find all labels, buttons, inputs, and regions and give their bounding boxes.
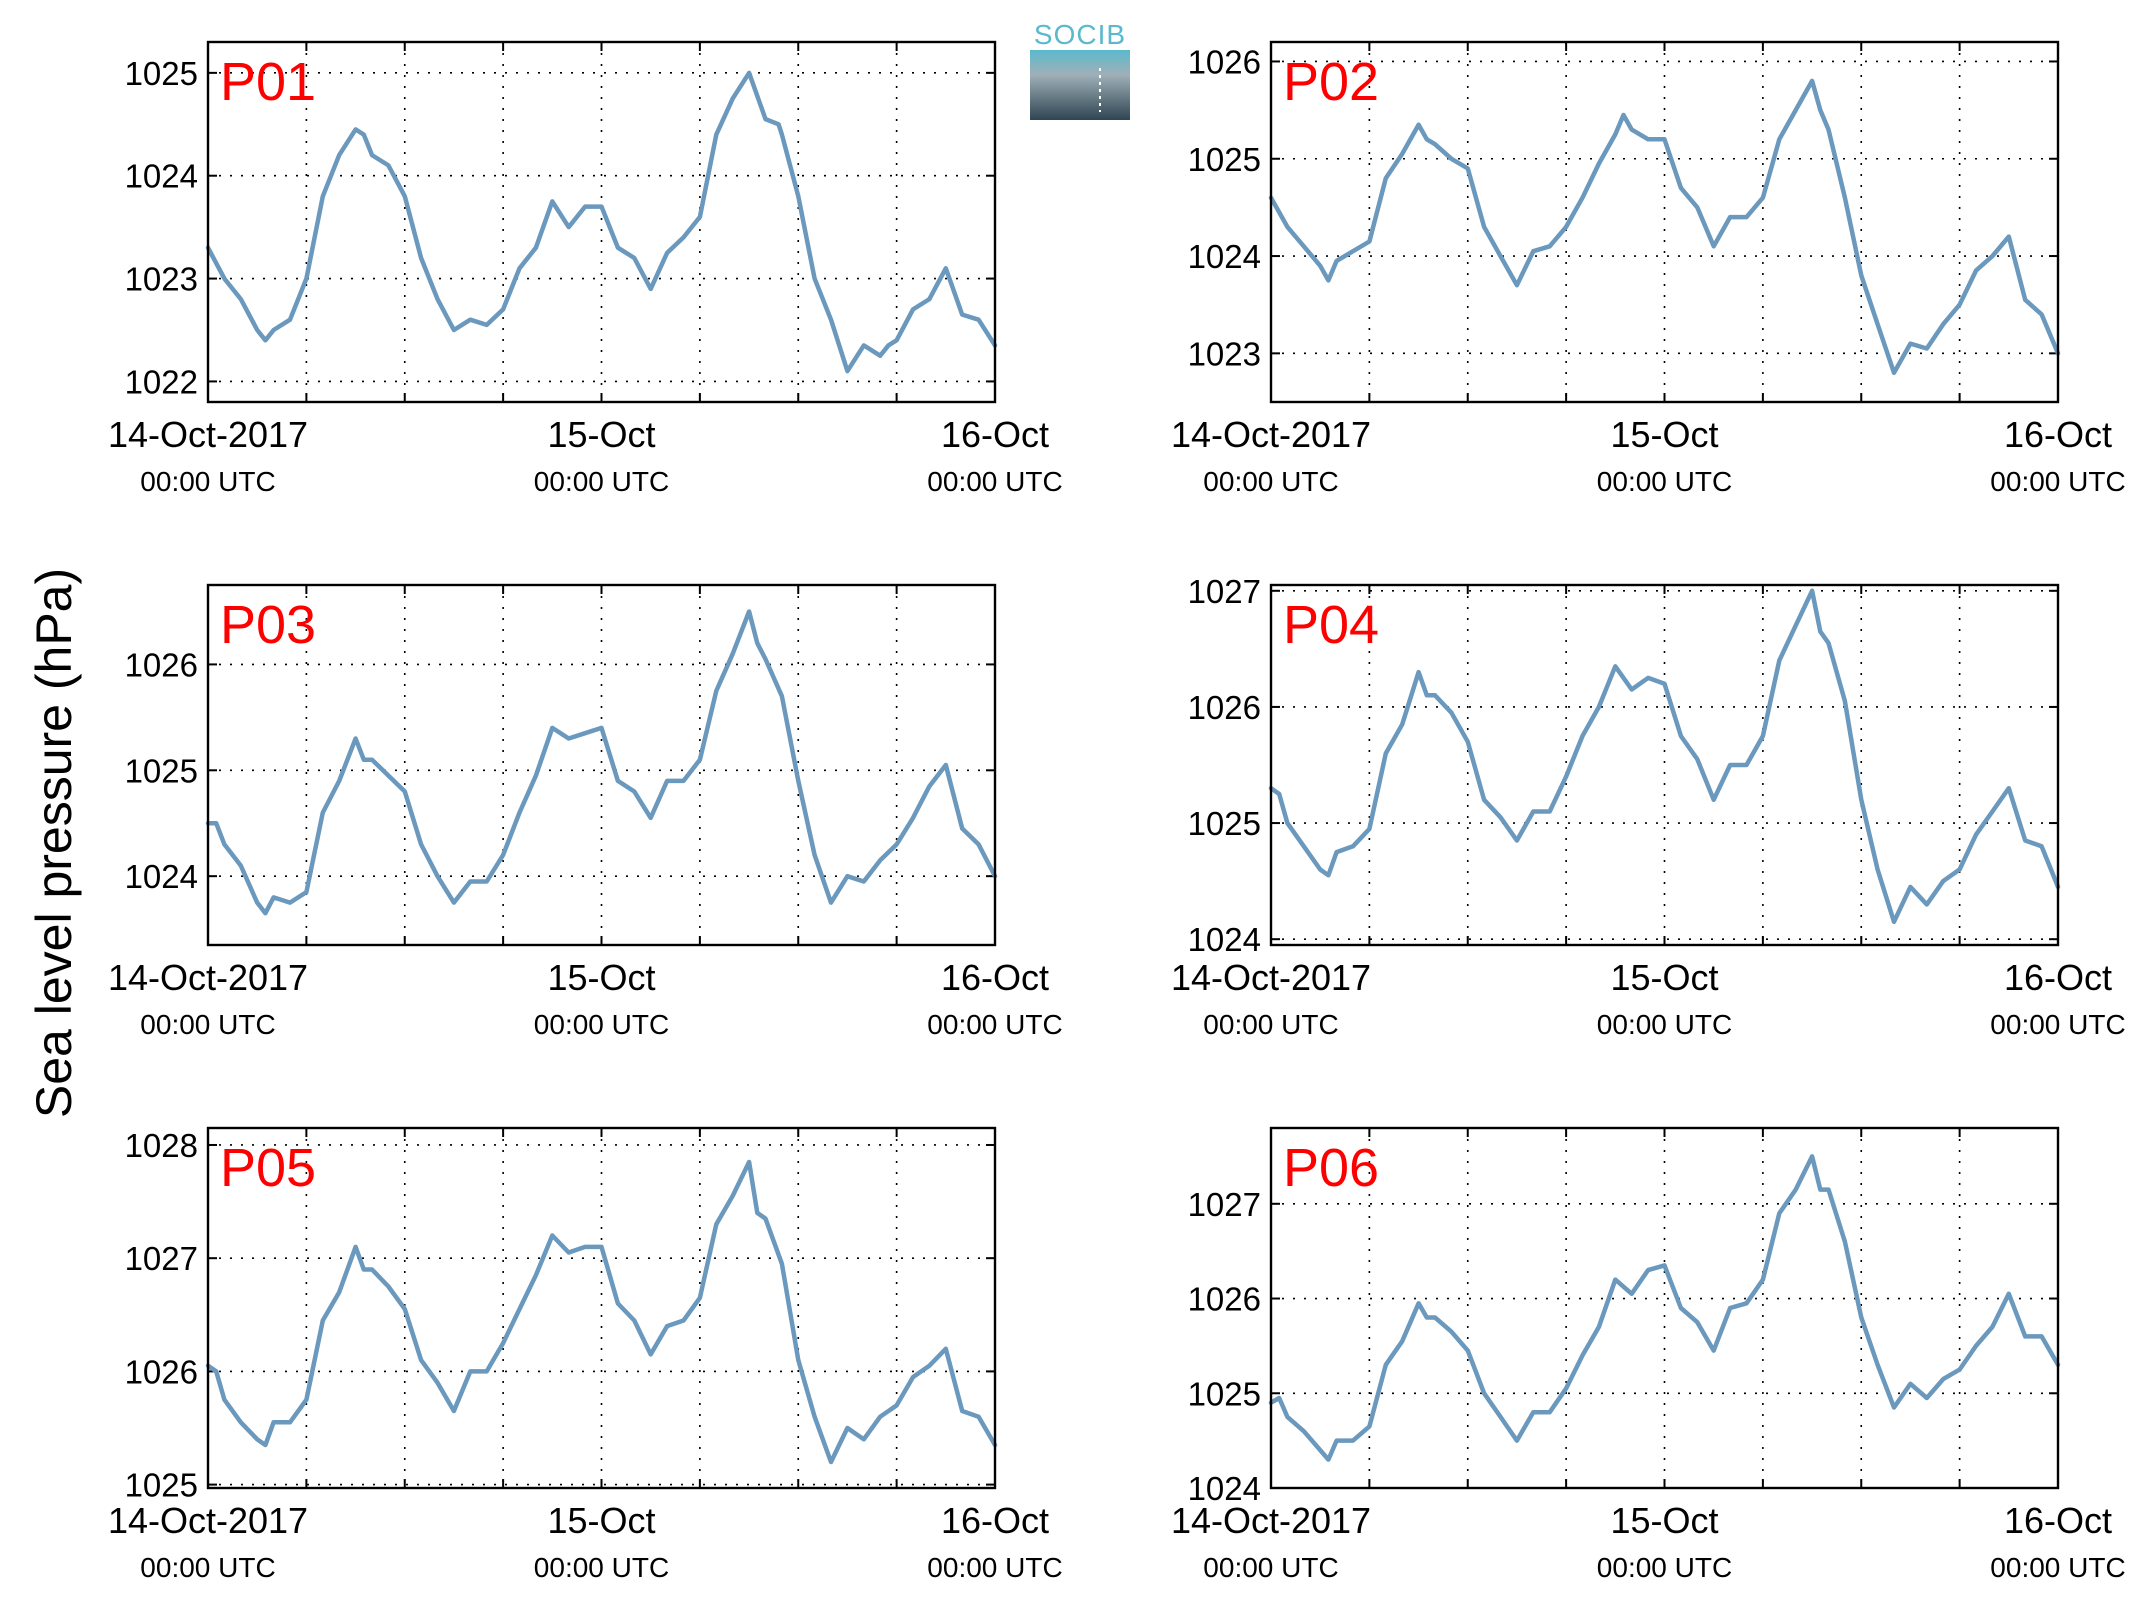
x-tick-sublabel: 00:00 UTC <box>927 1552 1062 1583</box>
plot-frame <box>1269 40 2060 404</box>
plot-frame <box>206 40 997 404</box>
series-line-p02 <box>1268 78 2061 376</box>
x-tick-sublabel: 00:00 UTC <box>1990 466 2125 497</box>
panel-label-p02: P02 <box>1283 52 1379 112</box>
x-tick-sublabel: 00:00 UTC <box>927 1009 1062 1040</box>
x-tick-label: 14-Oct-2017 <box>108 414 308 455</box>
y-tick-label: 1025 <box>1188 141 1261 178</box>
x-tick-label: 16-Oct <box>941 414 1049 455</box>
y-tick-label: 1024 <box>125 158 198 195</box>
x-tick-sublabel: 00:00 UTC <box>1597 466 1732 497</box>
x-tick-sublabel: 00:00 UTC <box>1203 1009 1338 1040</box>
x-tick-sublabel: 00:00 UTC <box>140 1009 275 1040</box>
x-tick-sublabel: 00:00 UTC <box>927 466 1062 497</box>
x-tick-sublabel: 00:00 UTC <box>140 1552 275 1583</box>
x-tick-label: 15-Oct <box>1610 957 1718 998</box>
logo-block-icon <box>1030 50 1130 120</box>
chart-panel-p06: 1024 1025 1026 1027 14-Oct-2017 00:00 UTC 15-O… <box>1171 1126 2126 1583</box>
x-tick-label: 15-Oct <box>547 1500 655 1541</box>
y-tick-label: 1024 <box>1188 1470 1261 1507</box>
x-tick-sublabel: 00:00 UTC <box>534 1552 669 1583</box>
y-tick-label: 1025 <box>1188 1375 1261 1412</box>
x-tick-label: 15-Oct <box>547 414 655 455</box>
panel-label-p04: P04 <box>1283 595 1379 655</box>
plot-frame <box>206 1126 997 1490</box>
chart-panel-p03: 1024 1025 1026 14-Oct-2017 00:00 UTC 15-Oct 00… <box>108 583 1063 1040</box>
x-tick-label: 16-Oct <box>2004 414 2112 455</box>
x-tick-label: 14-Oct-2017 <box>1171 414 1371 455</box>
y-tick-label: 1026 <box>1188 43 1261 80</box>
x-tick-label: 16-Oct <box>2004 1500 2112 1541</box>
panel-label-p05: P05 <box>220 1138 316 1198</box>
y-tick-label: 1025 <box>125 1467 198 1504</box>
y-tick-label: 1027 <box>125 1240 198 1277</box>
x-tick-sublabel: 00:00 UTC <box>140 466 275 497</box>
x-tick-sublabel: 00:00 UTC <box>1597 1009 1732 1040</box>
plot-frame <box>1269 583 2060 947</box>
y-tick-label: 1024 <box>1188 921 1261 958</box>
y-tick-label: 1023 <box>1188 335 1261 372</box>
y-tick-label: 1026 <box>125 646 198 683</box>
y-tick-label: 1027 <box>1188 573 1261 610</box>
y-tick-label: 1022 <box>125 363 198 400</box>
x-tick-label: 15-Oct <box>1610 1500 1718 1541</box>
x-tick-label: 14-Oct-2017 <box>1171 957 1371 998</box>
panel-label-p06: P06 <box>1283 1138 1379 1198</box>
x-tick-label: 16-Oct <box>941 1500 1049 1541</box>
x-tick-sublabel: 00:00 UTC <box>534 466 669 497</box>
x-tick-sublabel: 00:00 UTC <box>534 1009 669 1040</box>
x-tick-sublabel: 00:00 UTC <box>1990 1009 2125 1040</box>
plot-frame <box>206 583 997 947</box>
series-line-p04 <box>1268 588 2061 925</box>
x-tick-label: 16-Oct <box>2004 957 2112 998</box>
chart-panel-p05: 1025 1026 1027 1028 14-Oct-2017 00:00 UTC 15-O… <box>108 1126 1063 1583</box>
x-tick-sublabel: 00:00 UTC <box>1203 466 1338 497</box>
x-tick-label: 14-Oct-2017 <box>1171 1500 1371 1541</box>
x-tick-sublabel: 00:00 UTC <box>1203 1552 1338 1583</box>
y-axis-label: Sea level pressure (hPa) <box>26 568 82 1118</box>
y-tick-label: 1026 <box>1188 689 1261 726</box>
socib-logo: SOCIB <box>1030 19 1130 120</box>
x-tick-label: 14-Oct-2017 <box>108 957 308 998</box>
x-tick-label: 16-Oct <box>941 957 1049 998</box>
plot-frame <box>1269 1126 2060 1490</box>
chart-panel-p02: 1023 1024 1025 1026 14-Oct-2017 00:00 UTC 15-O… <box>1171 40 2126 497</box>
panel-label-p01: P01 <box>220 52 316 112</box>
chart-panel-p04: 1024 1025 1026 1027 14-Oct-2017 00:00 UTC 15-O… <box>1171 573 2126 1040</box>
x-tick-label: 15-Oct <box>547 957 655 998</box>
y-tick-label: 1025 <box>125 752 198 789</box>
y-tick-label: 1023 <box>125 261 198 298</box>
y-tick-label: 1024 <box>125 858 198 895</box>
logo-text: SOCIB <box>1034 19 1126 50</box>
y-tick-label: 1025 <box>1188 805 1261 842</box>
y-tick-label: 1026 <box>125 1353 198 1390</box>
chart-panel-p01: 1022 1023 1024 1025 14-Oct-2017 00:00 UTC 15-O… <box>108 40 1063 497</box>
x-tick-sublabel: 00:00 UTC <box>1990 1552 2125 1583</box>
x-tick-label: 15-Oct <box>1610 414 1718 455</box>
y-tick-label: 1027 <box>1188 1186 1261 1223</box>
y-tick-label: 1025 <box>125 55 198 92</box>
series-line-p06 <box>1268 1154 2061 1462</box>
x-tick-sublabel: 00:00 UTC <box>1597 1552 1732 1583</box>
y-tick-label: 1024 <box>1188 238 1261 275</box>
series-line-p05 <box>205 1159 998 1465</box>
x-tick-label: 14-Oct-2017 <box>108 1500 308 1541</box>
y-tick-label: 1026 <box>1188 1281 1261 1318</box>
panel-label-p03: P03 <box>220 595 316 655</box>
y-tick-label: 1028 <box>125 1127 198 1164</box>
series-line-p03 <box>205 609 998 916</box>
series-line-p01 <box>205 70 998 374</box>
